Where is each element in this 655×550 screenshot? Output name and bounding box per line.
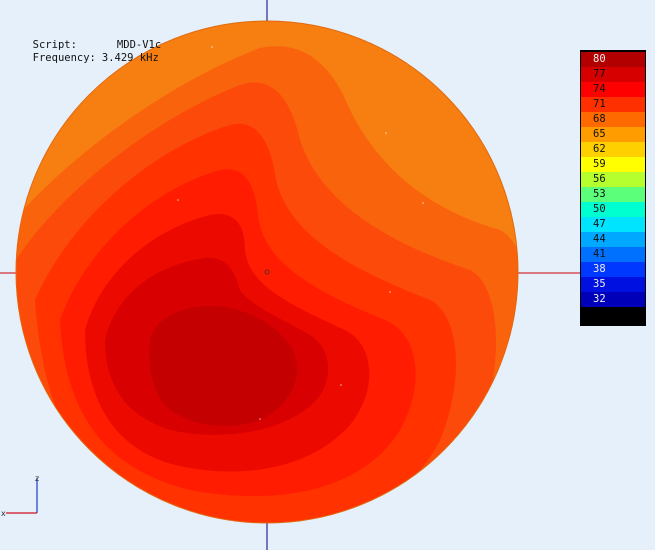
script-value: MDD-V1c xyxy=(116,39,162,51)
legend-footer-bar xyxy=(581,310,645,325)
legend-entry: 38 xyxy=(581,262,645,277)
frequency-info: Frequency: 3.429 kHz xyxy=(20,39,159,65)
color-scale-legend: 80 77 74 71 68 65 62 59 56 53 50 47 44 41 38 35 32 xyxy=(580,50,646,326)
script-info: Script: MDD-V1c xyxy=(20,26,162,52)
legend-entry: 35 xyxy=(581,277,645,292)
axis-z-label: z xyxy=(35,474,39,483)
sphere-outline xyxy=(15,20,519,524)
legend-entry: 41 xyxy=(581,247,645,262)
frequency-label: Frequency: xyxy=(32,52,96,64)
legend-entry: 50 xyxy=(581,202,645,217)
legend-entry: 65 xyxy=(581,127,645,142)
axis-x-label: x xyxy=(1,509,6,518)
legend-entry: 47 xyxy=(581,217,645,232)
center-marker xyxy=(264,269,270,275)
measurement-points xyxy=(177,46,424,420)
script-label: Script: xyxy=(32,39,77,51)
legend-entry: 53 xyxy=(581,187,645,202)
legend-entry: 62 xyxy=(581,142,645,157)
legend-entry: 59 xyxy=(581,157,645,172)
contour-band-77 xyxy=(149,305,297,426)
legend-entry: 56 xyxy=(581,172,645,187)
directivity-sphere xyxy=(16,21,518,523)
axis-triad: z x xyxy=(1,474,39,518)
legend-entry: 77 xyxy=(581,67,645,82)
legend-entry: 71 xyxy=(581,97,645,112)
legend-entry: 32 xyxy=(581,292,645,307)
frequency-value: 3.429 kHz xyxy=(101,52,159,64)
legend-entry: 44 xyxy=(581,232,645,247)
legend-entry: 68 xyxy=(581,112,645,127)
legend-entry: 80 xyxy=(581,52,645,67)
legend-entry: 74 xyxy=(581,82,645,97)
